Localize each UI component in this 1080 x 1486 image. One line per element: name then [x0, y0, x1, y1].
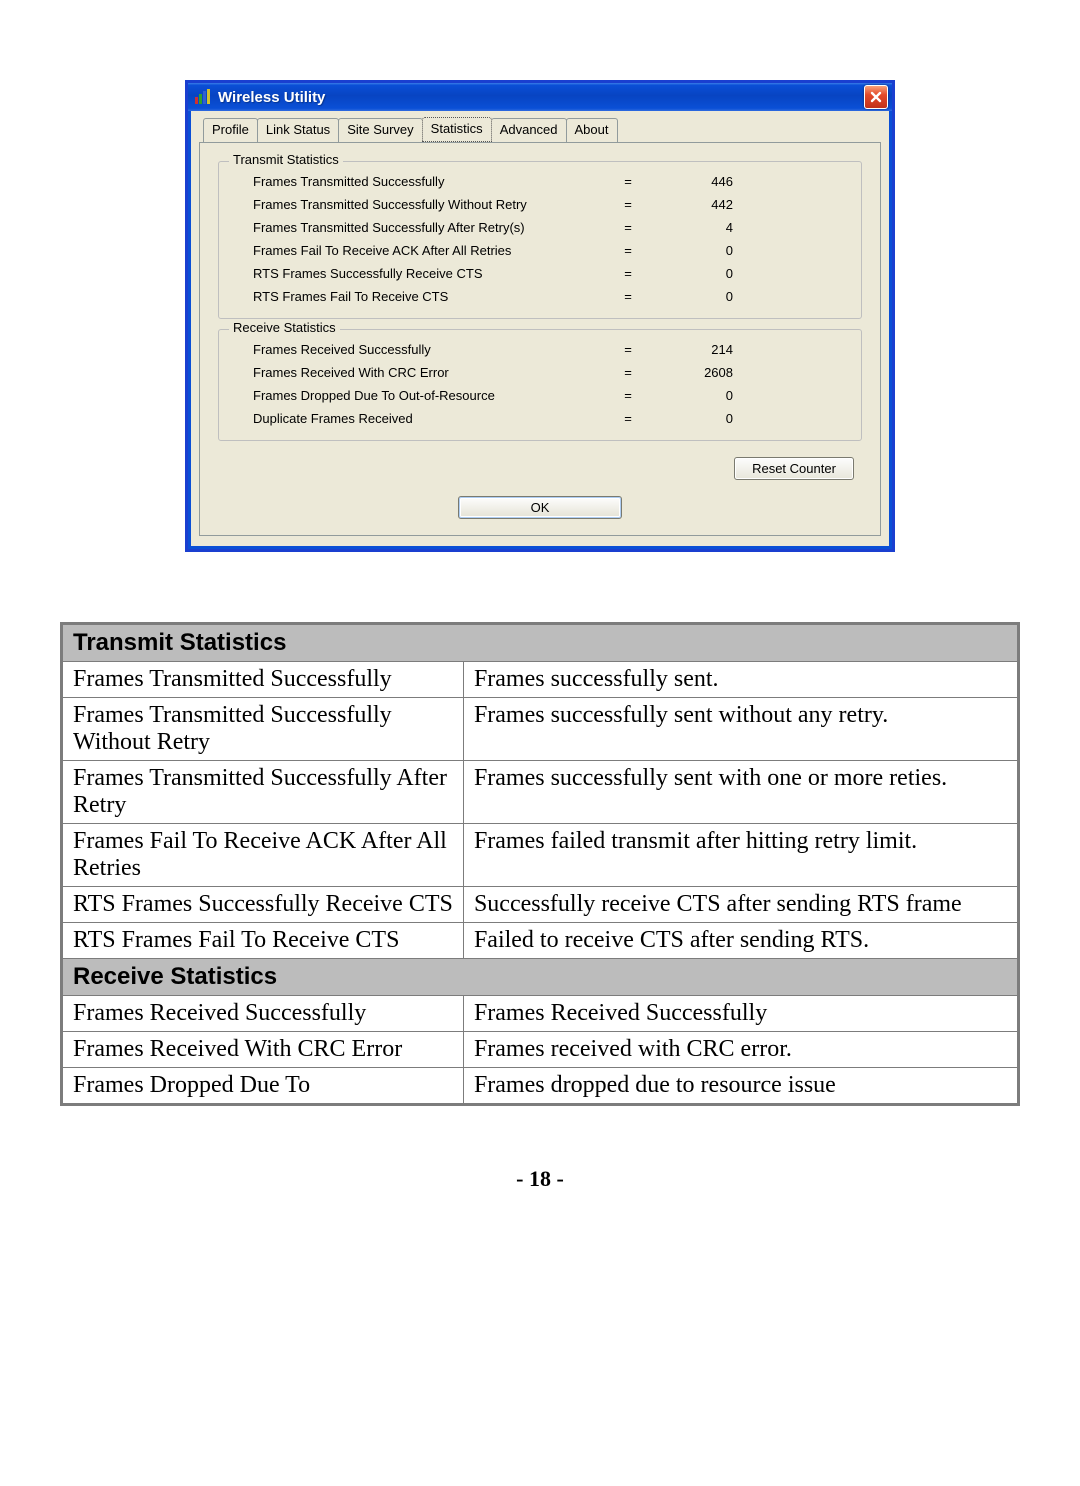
equals-sign: = [613, 174, 643, 189]
stat-label: Frames Transmitted Successfully Without … [253, 197, 613, 212]
transmit-row: Frames Fail To Receive ACK After All Ret… [229, 239, 851, 262]
stat-value: 0 [643, 388, 763, 403]
stat-label: Duplicate Frames Received [253, 411, 613, 426]
stat-value: 442 [643, 197, 763, 212]
equals-sign: = [613, 388, 643, 403]
transmit-row: Frames Transmitted Successfully After Re… [229, 216, 851, 239]
dialog-window: Wireless Utility Profile Link Status Sit… [185, 80, 895, 552]
stat-value: 0 [643, 266, 763, 281]
desc-key: Frames Dropped Due To [62, 1068, 464, 1105]
reset-row: Reset Counter [214, 451, 866, 480]
stat-value: 2608 [643, 365, 763, 380]
desc-value: Frames successfully sent. [463, 662, 1018, 698]
receive-groupbox: Receive Statistics Frames Received Succe… [218, 329, 862, 441]
receive-row: Frames Received With CRC Error=2608 [229, 361, 851, 384]
tab-profile[interactable]: Profile [203, 118, 258, 143]
table-row: RTS Frames Fail To Receive CTSFailed to … [62, 923, 1019, 959]
receive-row: Frames Received Successfully=214 [229, 338, 851, 361]
desc-key: Frames Transmitted Successfully [62, 662, 464, 698]
desc-key: Frames Received Successfully [62, 996, 464, 1032]
transmit-groupbox: Transmit Statistics Frames Transmitted S… [218, 161, 862, 319]
table-row: Frames Received With CRC ErrorFrames rec… [62, 1032, 1019, 1068]
equals-sign: = [613, 365, 643, 380]
description-table: Transmit Statistics Frames Transmitted S… [60, 622, 1020, 1106]
dialog-body: Profile Link Status Site Survey Statisti… [188, 111, 892, 549]
stat-label: Frames Transmitted Successfully After Re… [253, 220, 613, 235]
stat-label: Frames Dropped Due To Out-of-Resource [253, 388, 613, 403]
desc-value: Frames received with CRC error. [463, 1032, 1018, 1068]
desc-value: Frames failed transmit after hitting ret… [463, 824, 1018, 887]
equals-sign: = [613, 411, 643, 426]
stat-value: 4 [643, 220, 763, 235]
receive-legend: Receive Statistics [229, 320, 340, 335]
stat-value: 446 [643, 174, 763, 189]
reset-counter-button[interactable]: Reset Counter [734, 457, 854, 480]
table-row: RTS Frames Successfully Receive CTSSucce… [62, 887, 1019, 923]
page-number: - 18 - [40, 1146, 1040, 1232]
desc-value: Frames successfully sent without any ret… [463, 698, 1018, 761]
transmit-row: Frames Transmitted Successfully Without … [229, 193, 851, 216]
tab-link-status[interactable]: Link Status [257, 118, 339, 143]
desc-key: Frames Received With CRC Error [62, 1032, 464, 1068]
equals-sign: = [613, 266, 643, 281]
tab-site-survey[interactable]: Site Survey [338, 118, 422, 143]
document-page: Wireless Utility Profile Link Status Sit… [0, 0, 1080, 1272]
desc-key: Frames Transmitted Successfully After Re… [62, 761, 464, 824]
transmit-legend: Transmit Statistics [229, 152, 343, 167]
window-title: Wireless Utility [218, 89, 864, 106]
stat-label: RTS Frames Successfully Receive CTS [253, 266, 613, 281]
desc-key: RTS Frames Successfully Receive CTS [62, 887, 464, 923]
desc-key: Frames Fail To Receive ACK After All Ret… [62, 824, 464, 887]
tab-strip: Profile Link Status Site Survey Statisti… [203, 117, 881, 142]
stat-value: 0 [643, 411, 763, 426]
tab-panel: Transmit Statistics Frames Transmitted S… [199, 142, 881, 536]
ok-row: OK [214, 480, 866, 519]
table-row: Frames Dropped Due ToFrames dropped due … [62, 1068, 1019, 1105]
equals-sign: = [613, 197, 643, 212]
table-row: Frames Transmitted SuccessfullyFrames su… [62, 662, 1019, 698]
equals-sign: = [613, 289, 643, 304]
title-bar: Wireless Utility [188, 83, 892, 111]
receive-row: Frames Dropped Due To Out-of-Resource=0 [229, 384, 851, 407]
desc-value: Frames Received Successfully [463, 996, 1018, 1032]
desc-value: Frames dropped due to resource issue [463, 1068, 1018, 1105]
equals-sign: = [613, 342, 643, 357]
table-row: Frames Received SuccessfullyFrames Recei… [62, 996, 1019, 1032]
tab-about[interactable]: About [566, 118, 618, 143]
desc-key: Frames Transmitted Successfully Without … [62, 698, 464, 761]
receive-row: Duplicate Frames Received=0 [229, 407, 851, 430]
stat-label: Frames Received With CRC Error [253, 365, 613, 380]
table-row: Frames Fail To Receive ACK After All Ret… [62, 824, 1019, 887]
stat-value: 214 [643, 342, 763, 357]
app-icon [194, 88, 212, 106]
transmit-row: Frames Transmitted Successfully=446 [229, 170, 851, 193]
desc-value: Frames successfully sent with one or mor… [463, 761, 1018, 824]
transmit-row: RTS Frames Fail To Receive CTS=0 [229, 285, 851, 308]
close-icon [870, 91, 882, 103]
section-header-transmit: Transmit Statistics [62, 624, 1019, 662]
stat-label: RTS Frames Fail To Receive CTS [253, 289, 613, 304]
ok-button[interactable]: OK [458, 496, 622, 519]
stat-label: Frames Received Successfully [253, 342, 613, 357]
stat-value: 0 [643, 243, 763, 258]
close-button[interactable] [864, 85, 888, 109]
desc-value: Failed to receive CTS after sending RTS. [463, 923, 1018, 959]
transmit-row: RTS Frames Successfully Receive CTS=0 [229, 262, 851, 285]
equals-sign: = [613, 243, 643, 258]
desc-key: RTS Frames Fail To Receive CTS [62, 923, 464, 959]
section-header-receive: Receive Statistics [62, 959, 1019, 996]
stat-value: 0 [643, 289, 763, 304]
equals-sign: = [613, 220, 643, 235]
stat-label: Frames Fail To Receive ACK After All Ret… [253, 243, 613, 258]
table-row: Frames Transmitted Successfully Without … [62, 698, 1019, 761]
desc-value: Successfully receive CTS after sending R… [463, 887, 1018, 923]
tab-statistics[interactable]: Statistics [422, 117, 492, 142]
tab-advanced[interactable]: Advanced [491, 118, 567, 143]
stat-label: Frames Transmitted Successfully [253, 174, 613, 189]
table-row: Frames Transmitted Successfully After Re… [62, 761, 1019, 824]
